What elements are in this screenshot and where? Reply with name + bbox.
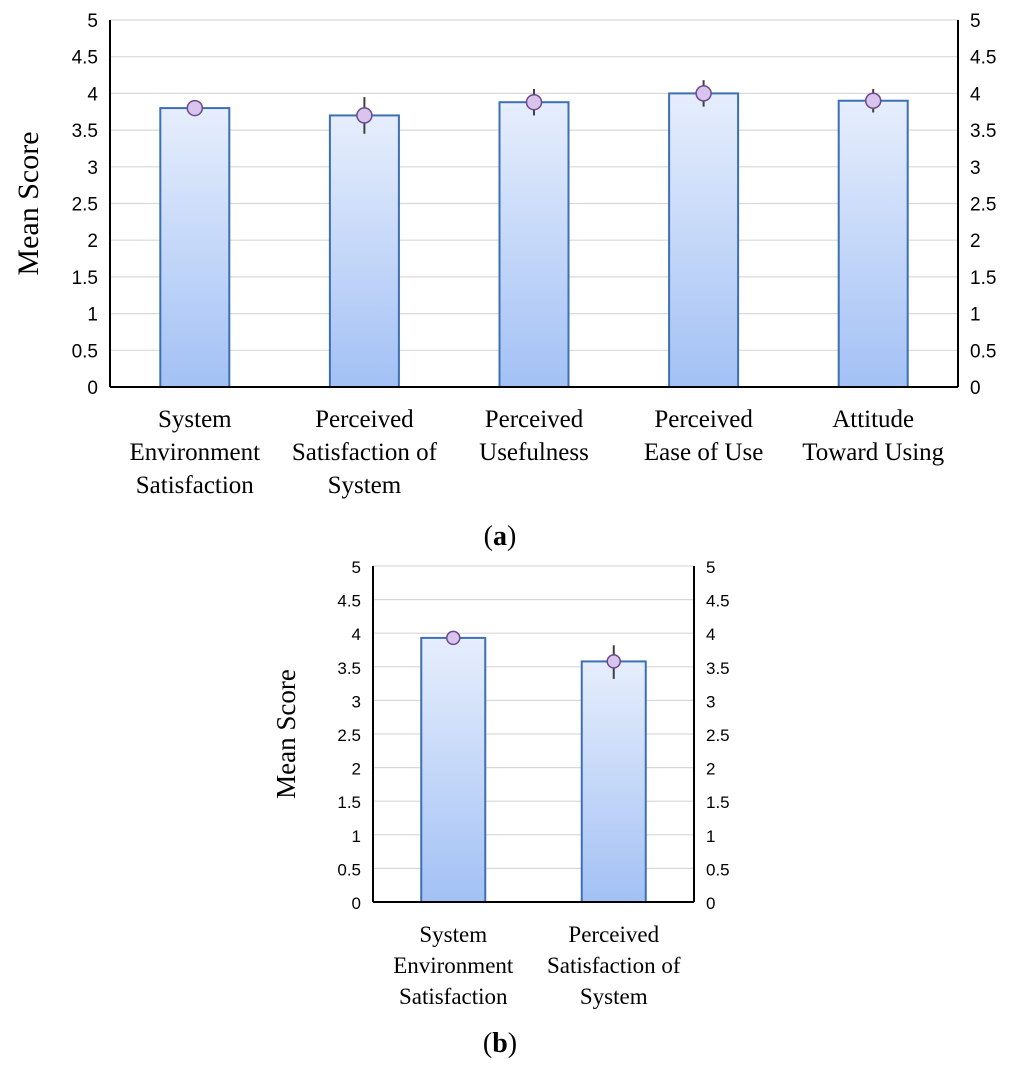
category-label: Usefulness (479, 439, 589, 466)
y-tick-label: 1.5 (337, 793, 361, 812)
y2-tick-label: 5 (970, 11, 981, 32)
y2-tick-label: 0.5 (706, 860, 730, 879)
y-tick-label: 5 (352, 558, 361, 577)
y-tick-label: 0 (352, 894, 361, 913)
y2-tick-label: 2 (706, 760, 715, 779)
y-tick-label: 2.5 (337, 726, 361, 745)
y-tick-label: 5 (87, 11, 98, 32)
y2-tick-label: 4 (706, 625, 715, 644)
panel-label-a: (a) (484, 521, 517, 552)
category-label: System (328, 472, 402, 499)
chart-a: System Environment Satisfaction Perceived Sa… (12, 11, 996, 499)
y-axis-label: Mean Score (271, 669, 301, 799)
category-label: Perceived (568, 922, 659, 947)
category-label: Perceived (654, 406, 753, 433)
bar (837, 99, 909, 389)
category-label: Perceived (315, 406, 414, 433)
y2-tick-label: 2 (970, 231, 981, 252)
category-label: Satisfaction (399, 984, 508, 1009)
bar (498, 101, 570, 388)
category-label: Environment (130, 439, 261, 466)
category-label: Satisfaction (136, 472, 255, 499)
y2-tick-label: 0 (970, 378, 981, 399)
y2-tick-label: 3.5 (706, 659, 730, 678)
y-tick-label: 0 (87, 378, 98, 399)
y-tick-label: 0.5 (72, 341, 98, 362)
y2-tick-label: 3.5 (970, 121, 996, 142)
bar (328, 114, 400, 388)
y2-tick-label: 4 (970, 84, 981, 105)
y-tick-label: 1.5 (72, 268, 98, 289)
y2-tick-label: 1.5 (706, 793, 730, 812)
y2-tick-label: 1.5 (970, 268, 996, 289)
bar (668, 92, 740, 389)
category-label: Ease of Use (644, 439, 763, 466)
y-tick-label: 1 (87, 305, 98, 326)
y-tick-label: 2 (87, 231, 98, 252)
y2-tick-label: 0 (706, 894, 715, 913)
bar (159, 107, 231, 389)
mean-marker (525, 93, 543, 111)
y2-tick-label: 4.5 (706, 592, 730, 611)
y-tick-label: 1 (352, 827, 361, 846)
y-tick-label: 3 (352, 692, 361, 711)
bar (420, 636, 487, 903)
y-tick-label: 4 (352, 625, 361, 644)
mean-marker (356, 107, 373, 124)
y-tick-label: 0.5 (337, 860, 361, 879)
category-label: System (158, 406, 232, 433)
mean-marker (186, 99, 204, 117)
mean-marker (695, 85, 712, 102)
y2-tick-label: 3 (706, 692, 715, 711)
y-tick-label: 3.5 (72, 121, 98, 142)
bar (580, 660, 647, 904)
y2-tick-label: 0.5 (970, 341, 996, 362)
y-tick-label: 4.5 (72, 48, 98, 69)
y-tick-label: 3 (87, 158, 98, 179)
category-label: Environment (393, 953, 514, 978)
y-tick-label: 4 (87, 84, 98, 105)
category-label: Attitude (832, 406, 914, 433)
category-label: Satisfaction of (547, 953, 681, 978)
chart-b: System Environment Satisfaction Perceived Sa… (271, 558, 730, 1009)
y2-tick-label: 5 (706, 558, 715, 577)
mean-marker (446, 630, 461, 646)
y2-tick-label: 2.5 (970, 195, 996, 216)
y2-tick-label: 1 (706, 827, 715, 846)
y2-tick-label: 3 (970, 158, 981, 179)
y-axis-label: Mean Score (12, 131, 45, 275)
category-label: Toward Using (802, 439, 944, 466)
panel-label-b: (b) (483, 1028, 517, 1059)
category-label: Perceived (485, 406, 584, 433)
y-tick-label: 4.5 (337, 592, 361, 611)
category-label: Satisfaction of (292, 439, 438, 466)
mean-marker (606, 654, 621, 669)
y-tick-label: 2 (352, 760, 361, 779)
y-tick-label: 3.5 (337, 659, 361, 678)
category-label: System (580, 984, 648, 1009)
y2-tick-label: 1 (970, 305, 981, 326)
mean-marker (864, 92, 882, 109)
y2-tick-label: 2.5 (706, 726, 730, 745)
y-tick-label: 2.5 (72, 195, 98, 216)
y2-tick-label: 4.5 (970, 48, 996, 69)
category-label: System (419, 922, 487, 947)
